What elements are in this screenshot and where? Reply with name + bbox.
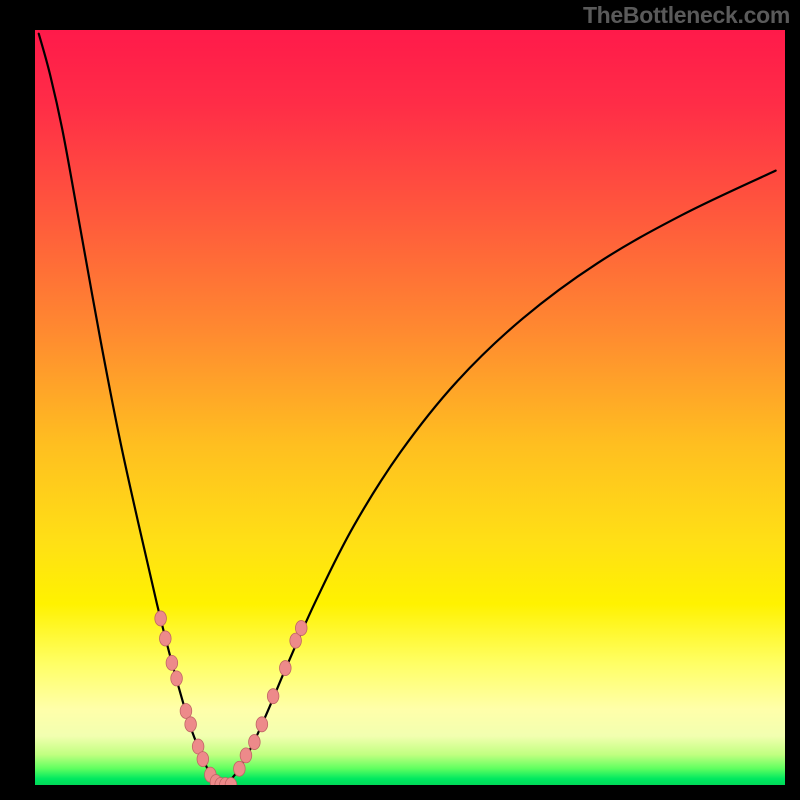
- marker-right: [280, 661, 292, 676]
- marker-left: [166, 655, 178, 670]
- marker-right: [249, 735, 261, 750]
- watermark-text: TheBottleneck.com: [583, 2, 790, 29]
- marker-right: [267, 689, 279, 704]
- marker-left: [155, 611, 167, 626]
- marker-right: [256, 717, 268, 732]
- bottleneck-chart: [35, 30, 785, 785]
- marker-left: [180, 703, 192, 718]
- chart-frame: TheBottleneck.com: [0, 0, 800, 800]
- marker-left: [185, 717, 197, 732]
- gradient-background: [35, 30, 785, 785]
- marker-left: [197, 752, 209, 767]
- marker-left: [160, 631, 172, 646]
- marker-left: [171, 671, 183, 686]
- marker-right: [234, 761, 246, 776]
- marker-right: [240, 748, 252, 763]
- marker-right: [295, 621, 307, 636]
